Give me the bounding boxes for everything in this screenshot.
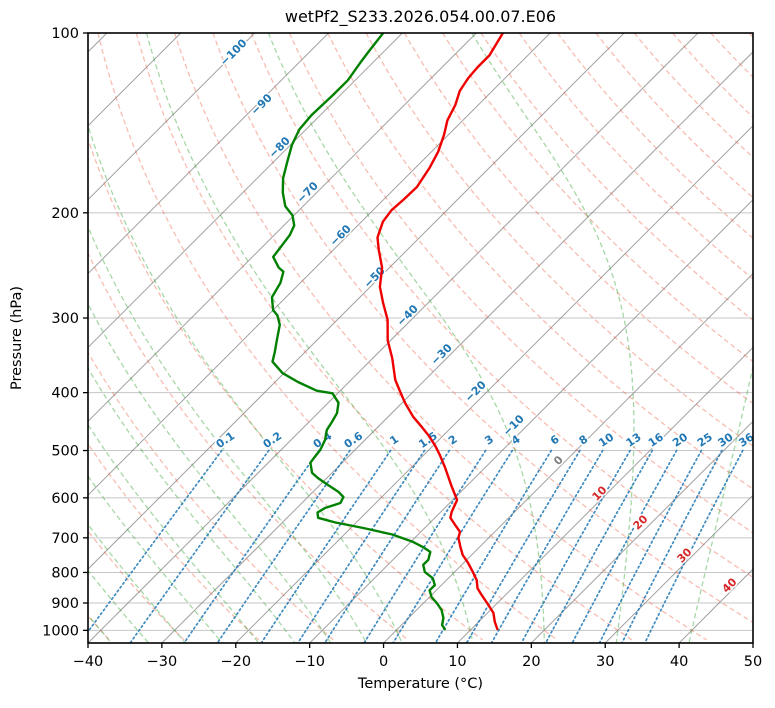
isotherm--70	[88, 33, 477, 423]
x-tick-label: 0	[379, 654, 388, 670]
tick-labels: −40 −30 −20 −10 0 10 20 30 40 50 100 200 300 400 500 60…	[42, 26, 762, 670]
moist-adiabat-20	[267, 33, 545, 643]
dry-adiabat-90	[365, 33, 753, 447]
isotherm--40	[88, 33, 699, 643]
y-tick-label: 300	[51, 311, 79, 327]
dry-adiabat-120	[480, 33, 753, 321]
moist-adiabat--5	[88, 225, 368, 643]
moist-adiabat--10	[88, 302, 332, 643]
isotherm-30	[604, 494, 753, 643]
pressure-gridlines	[88, 33, 753, 631]
x-tick-label: 50	[744, 654, 762, 670]
y-tick-label: 600	[51, 491, 79, 507]
dry-adiabat-100	[403, 33, 753, 405]
x-tick-label: 10	[448, 654, 466, 670]
mixing-ratio-line-1.5	[297, 449, 426, 643]
mixing-ratio-line-4	[392, 449, 514, 643]
y-tick-label: 700	[51, 531, 79, 547]
isotherm--50	[88, 33, 625, 570]
y-tick-label: 200	[51, 206, 79, 222]
mixing-ratio-line-36	[643, 449, 744, 643]
dry-adiabat-140	[557, 33, 753, 239]
isotherm-10	[457, 346, 753, 643]
mixing-ratio-line-2	[323, 449, 451, 643]
mixing-ratio-line-0.2	[129, 449, 270, 643]
dry-adiabat-80	[327, 33, 753, 490]
mixing-ratio-line-25	[598, 449, 703, 643]
mixing-ratio-line-30	[621, 449, 723, 643]
mixing-ratio-line-0.4	[183, 449, 320, 643]
dry-adiabat-60	[250, 33, 753, 579]
x-tick-label: 40	[670, 654, 688, 670]
mixing-ratio-line-8	[465, 449, 581, 643]
x-tick-label: −20	[220, 654, 251, 670]
mixing-ratio-line-6	[434, 449, 553, 643]
dry-adiabat-40	[173, 33, 707, 641]
moist-adiabat--20	[88, 423, 260, 643]
y-tick-label: 400	[51, 386, 79, 402]
dry-adiabat-30	[135, 33, 633, 641]
mixing-ratio-line-13	[520, 449, 631, 643]
moist-adiabat--25	[88, 475, 223, 643]
mixing-ratio-lines	[88, 449, 744, 643]
y-tick-label: 100	[51, 26, 79, 42]
moist-adiabat-10	[145, 33, 474, 643]
isotherm--20	[235, 125, 753, 643]
mixing-ratio-line-1	[260, 449, 392, 643]
dry-adiabat-10	[88, 137, 483, 641]
x-tick-label: 20	[522, 654, 540, 670]
isotherm--90	[88, 33, 329, 275]
y-tick-label: 1000	[42, 623, 79, 639]
y-tick-label: 900	[51, 596, 79, 612]
dry-adiabat-0	[88, 251, 409, 641]
isotherm-20	[530, 420, 753, 643]
isotherm--80	[88, 33, 403, 349]
y-axis-label: Pressure (hPa)	[9, 285, 25, 391]
moist-adiabat-40	[688, 363, 753, 643]
y-tick-label: 800	[51, 565, 79, 581]
dewpoint-curve	[270, 33, 446, 631]
tick-marks	[83, 32, 754, 648]
x-tick-label: −40	[73, 654, 104, 670]
dry-adiabat--20	[88, 442, 260, 641]
mixing-ratio-line-10	[490, 449, 604, 643]
mixing-ratio-line-3	[363, 449, 487, 643]
chart-title: wetPf2_S233.2026.054.00.07.E06	[284, 7, 557, 26]
isotherm-lines	[88, 33, 753, 643]
dry-adiabat-20	[97, 33, 558, 641]
y-tick-label: 500	[51, 444, 79, 460]
x-tick-label: 30	[596, 654, 614, 670]
dry-adiabats	[88, 33, 753, 641]
isotherm-0	[383, 272, 753, 643]
moist-adiabat-0	[88, 123, 403, 643]
isotherm--100	[88, 33, 256, 201]
mixing-ratio-line-16	[544, 449, 654, 643]
temperature-curve	[376, 33, 505, 631]
mixing-ratio-line-0.1	[88, 449, 223, 634]
dry-adiabat-110	[442, 33, 753, 363]
isotherm--60	[88, 33, 551, 496]
isotherm--30	[161, 51, 753, 643]
x-tick-label: −10	[294, 654, 325, 670]
mixing-ratio-line-0.6	[216, 449, 351, 643]
x-tick-label: −30	[147, 654, 178, 670]
axes-frame	[87, 32, 754, 644]
mixing-ratio-line-20	[571, 449, 678, 643]
x-axis-label: Temperature (°C)	[357, 676, 484, 692]
dry-adiabat-150	[595, 33, 753, 199]
